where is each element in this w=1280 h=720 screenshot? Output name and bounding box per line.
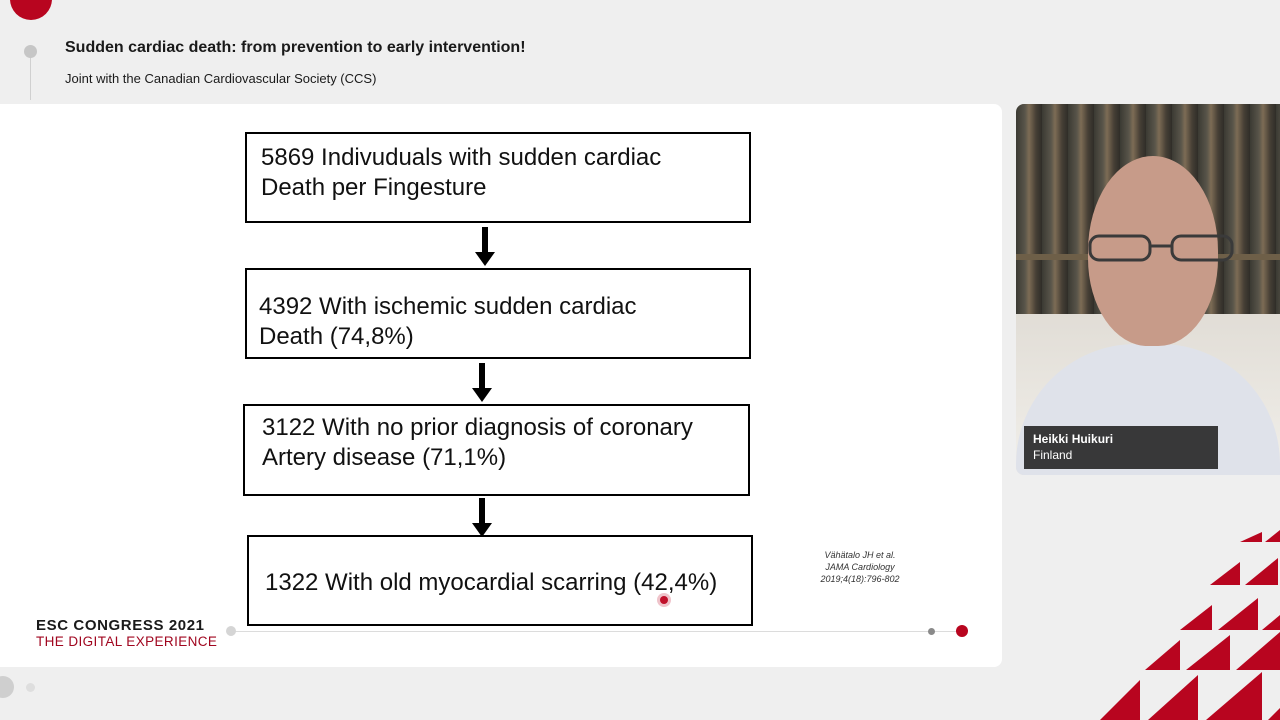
speaker-name-plate: Heikki Huikuri Finland [1024,426,1218,469]
speaker-name: Heikki Huikuri [1033,432,1114,446]
top-accent-dot [10,0,52,20]
session-timeline-dot [24,45,37,58]
down-arrow-icon [475,227,495,266]
progress-marker-dot[interactable] [928,628,935,635]
session-subtitle: Joint with the Canadian Cardiovascular S… [65,71,377,86]
flow-box-3: 3122 With no prior diagnosis of coronary… [243,404,750,496]
session-title: Sudden cardiac death: from prevention to… [65,39,526,56]
progress-track[interactable] [231,631,963,632]
speaker-head [1088,156,1218,346]
congress-tagline: THE DIGITAL EXPERIENCE [36,634,218,649]
flow-box-1-line-2: Death per Fingesture [261,174,487,201]
speaker-video: Heikki Huikuri Finland [1016,104,1280,475]
citation-authors: Vähätalo JH et al. [824,550,896,560]
flow-box-2-line-1: 4392 With ischemic sudden cardiac [259,293,637,320]
bottom-timeline-small-dot [26,683,35,692]
flow-box-3-line-1: 3122 With no prior diagnosis of coronary [262,414,693,441]
citation: Vähätalo JH et al. JAMA Cardiology 2019;… [808,549,912,585]
flow-box-2: 4392 With ischemic sudden cardiac Death … [245,268,751,359]
glasses-icon [1088,234,1234,262]
congress-title: ESC CONGRESS 2021 [36,617,205,634]
flow-box-4: 1322 With old myocardial scarring (42,4%… [247,535,753,626]
decorative-triangles [1100,530,1280,720]
down-arrow-icon [472,498,492,537]
progress-start-dot[interactable] [226,626,236,636]
bottom-timeline-dot [0,676,14,698]
flow-box-1: 5869 Indivuduals with sudden cardiac Dea… [245,132,751,223]
flow-box-3-line-2: Artery disease (71,1%) [262,444,507,471]
down-arrow-icon [472,363,492,402]
pointer-cursor [660,596,668,604]
flow-box-4-line-1: 1322 With old myocardial scarring (42,4%… [265,569,718,596]
flow-box-2-line-2: Death (74,8%) [259,323,414,350]
flow-box-1-line-1: 5869 Indivuduals with sudden cardiac [261,144,662,171]
citation-reference: 2019;4(18):796-802 [820,574,900,584]
citation-journal: JAMA Cardiology [825,562,895,572]
progress-current-dot[interactable] [956,625,968,637]
session-timeline-line [30,55,31,100]
speaker-country: Finland [1033,448,1073,462]
slide-panel: 5869 Indivuduals with sudden cardiac Dea… [0,104,1002,667]
